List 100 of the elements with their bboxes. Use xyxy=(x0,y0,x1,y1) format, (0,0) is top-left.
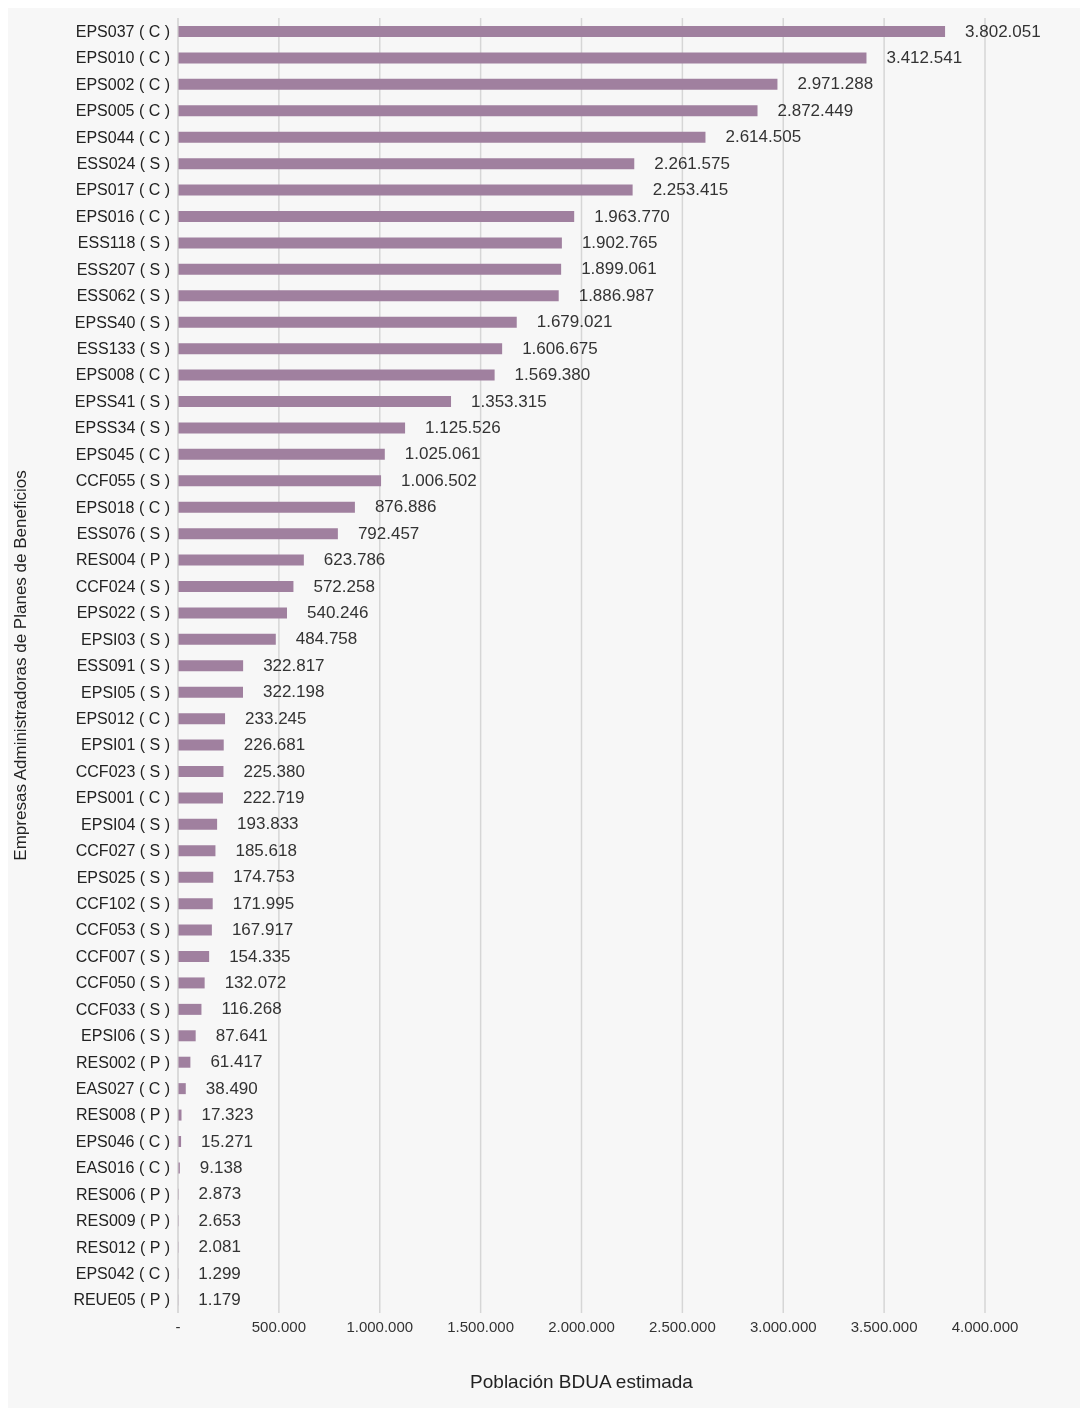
data-label: 876.886 xyxy=(374,497,437,517)
y-tick-label: CCF102 ( S ) xyxy=(75,895,170,913)
x-tick-label: - xyxy=(175,1317,181,1335)
data-label: 226.681 xyxy=(243,735,306,755)
y-tick-label: RES006 ( P ) xyxy=(76,1185,170,1203)
data-label: 1.569.380 xyxy=(514,365,591,385)
x-tick-label: 3.000.000 xyxy=(749,1317,817,1335)
y-tick-label: EPS045 ( C ) xyxy=(75,445,170,463)
y-tick-label: REUE05 ( P ) xyxy=(73,1291,170,1309)
x-tick-label: 1.000.000 xyxy=(346,1317,414,1335)
data-label: 322.817 xyxy=(263,655,325,675)
data-label: 1.899.061 xyxy=(581,259,657,279)
y-tick-label: ESS062 ( S ) xyxy=(76,287,170,305)
data-label: 1.679.021 xyxy=(536,312,613,332)
y-tick-label: EPSI03 ( S ) xyxy=(81,630,170,648)
data-label: 1.963.770 xyxy=(594,206,670,226)
y-tick-label: EPSS34 ( S ) xyxy=(74,419,170,437)
data-label: 540.246 xyxy=(306,602,369,622)
y-tick-label: EPS044 ( C ) xyxy=(75,128,170,146)
y-tick-label: ESS024 ( S ) xyxy=(76,155,170,173)
x-tick-label: 500.000 xyxy=(251,1317,306,1335)
data-label: 15.271 xyxy=(201,1131,254,1151)
data-label: 9.138 xyxy=(199,1157,243,1177)
data-label: 3.802.051 xyxy=(965,21,1041,41)
data-label: 1.006.502 xyxy=(401,470,477,490)
data-label: 1.299 xyxy=(198,1263,241,1283)
y-tick-label: ESS091 ( S ) xyxy=(76,657,170,675)
x-tick-label: 2.000.000 xyxy=(548,1317,615,1335)
y-tick-label: EPSS40 ( S ) xyxy=(74,313,170,331)
y-tick-label: EPS025 ( S ) xyxy=(76,868,170,886)
y-tick-label: EPSI01 ( S ) xyxy=(81,736,170,754)
y-tick-label: EPS005 ( C ) xyxy=(75,102,170,120)
data-label: 792.457 xyxy=(357,523,420,543)
data-label: 225.380 xyxy=(243,761,305,781)
x-tick-label: 4.000.000 xyxy=(951,1317,1019,1335)
data-label: 484.758 xyxy=(295,629,358,649)
data-label: 1.606.675 xyxy=(522,338,598,358)
data-label: 17.323 xyxy=(201,1105,254,1125)
data-label: 2.261.575 xyxy=(654,153,730,173)
y-tick-label: RES012 ( P ) xyxy=(76,1238,170,1256)
y-tick-label: ESS076 ( S ) xyxy=(76,525,170,543)
y-tick-label: EPS010 ( C ) xyxy=(75,49,170,67)
data-label: 185.618 xyxy=(235,840,297,860)
data-label: 38.490 xyxy=(205,1078,258,1098)
y-tick-label: CCF024 ( S ) xyxy=(75,577,170,595)
data-label: 1.125.526 xyxy=(425,417,501,437)
y-tick-label: CCF050 ( S ) xyxy=(75,974,170,992)
y-tick-label: EPS022 ( S ) xyxy=(76,604,170,622)
y-tick-label: EPS016 ( C ) xyxy=(75,207,170,225)
x-tick-label: 2.500.000 xyxy=(649,1317,716,1335)
y-tick-label: CCF027 ( S ) xyxy=(75,842,170,860)
y-axis-title: Empresas Administradoras de Planes de Beneficios xyxy=(11,470,30,861)
data-label: 233.245 xyxy=(245,708,307,728)
data-label: 623.786 xyxy=(323,550,386,570)
y-tick-label: CCF023 ( S ) xyxy=(75,762,170,780)
data-label: 2.253.415 xyxy=(652,180,729,200)
data-label: 3.412.541 xyxy=(886,47,963,67)
data-label: 2.081 xyxy=(198,1237,241,1257)
x-tick-label: 1.500.000 xyxy=(447,1317,514,1335)
y-tick-label: RES004 ( P ) xyxy=(76,551,170,569)
y-tick-label: EPS012 ( C ) xyxy=(75,710,170,728)
data-label: 222.719 xyxy=(242,787,305,807)
data-label: 1.179 xyxy=(198,1290,241,1310)
y-tick-label: EAS027 ( C ) xyxy=(75,1080,170,1098)
x-axis-title: Población BDUA estimada xyxy=(470,1371,694,1392)
y-tick-label: CCF033 ( S ) xyxy=(75,1000,170,1018)
y-tick-label: RES008 ( P ) xyxy=(76,1106,170,1124)
y-tick-label: RES009 ( P ) xyxy=(76,1212,170,1230)
data-label: 2.873 xyxy=(198,1184,242,1204)
y-tick-label: EPS042 ( C ) xyxy=(75,1265,170,1283)
y-tick-label: CCF055 ( S ) xyxy=(75,472,170,490)
y-tick-label: CCF053 ( S ) xyxy=(75,921,170,939)
y-tick-label: ESS133 ( S ) xyxy=(76,340,170,358)
y-tick-label: ESS207 ( S ) xyxy=(76,260,170,278)
data-label: 1.025.061 xyxy=(404,444,481,464)
y-tick-label: ESS118 ( S ) xyxy=(77,234,170,252)
data-label: 154.335 xyxy=(229,946,291,966)
data-label: 1.902.765 xyxy=(581,232,658,252)
data-label: 132.072 xyxy=(224,972,287,992)
data-label: 174.753 xyxy=(233,867,295,887)
x-tick-label: 3.500.000 xyxy=(850,1317,918,1335)
data-label: 193.833 xyxy=(237,814,299,834)
data-label: 61.417 xyxy=(210,1052,263,1072)
data-label: 2.872.449 xyxy=(777,100,854,120)
data-label: 2.614.505 xyxy=(725,127,802,147)
y-tick-label: CCF007 ( S ) xyxy=(75,947,170,965)
y-tick-label: EAS016 ( C ) xyxy=(75,1159,170,1177)
y-tick-label: EPSI05 ( S ) xyxy=(81,683,170,701)
data-label: 2.971.288 xyxy=(797,74,874,94)
data-label: 87.641 xyxy=(215,1025,268,1045)
y-tick-label: EPS037 ( C ) xyxy=(75,22,170,40)
y-tick-label: EPSI06 ( S ) xyxy=(81,1027,170,1045)
data-label: 1.886.987 xyxy=(578,285,655,305)
y-tick-label: EPS002 ( C ) xyxy=(75,75,170,93)
y-tick-label: EPSS41 ( S ) xyxy=(74,392,170,410)
data-label: 116.268 xyxy=(221,999,282,1019)
y-tick-label: EPS046 ( C ) xyxy=(75,1132,170,1150)
data-label: 572.258 xyxy=(313,576,375,596)
y-tick-label: RES002 ( P ) xyxy=(76,1053,170,1071)
y-tick-label: EPS018 ( C ) xyxy=(75,498,170,516)
